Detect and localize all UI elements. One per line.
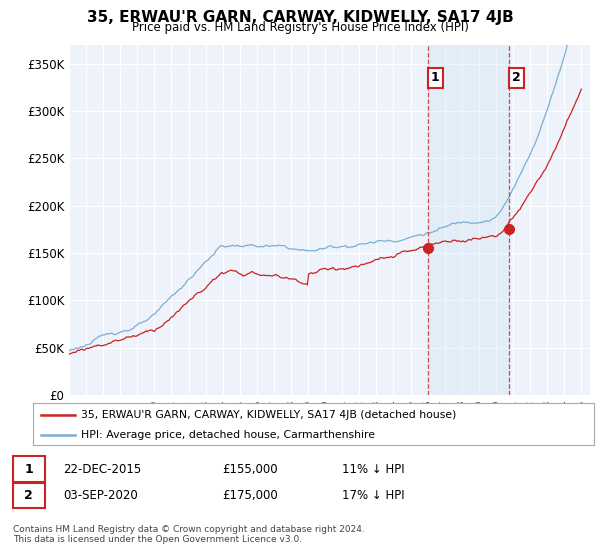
- Text: 11% ↓ HPI: 11% ↓ HPI: [342, 463, 404, 476]
- Text: 1: 1: [25, 463, 33, 476]
- Text: £155,000: £155,000: [222, 463, 278, 476]
- Text: 35, ERWAU'R GARN, CARWAY, KIDWELLY, SA17 4JB (detached house): 35, ERWAU'R GARN, CARWAY, KIDWELLY, SA17…: [80, 409, 456, 419]
- Text: 22-DEC-2015: 22-DEC-2015: [63, 463, 141, 476]
- Bar: [428, 45, 509, 395]
- Text: 17% ↓ HPI: 17% ↓ HPI: [342, 489, 404, 502]
- Text: 2: 2: [512, 72, 521, 85]
- Text: 1: 1: [431, 72, 440, 85]
- Text: 2: 2: [25, 489, 33, 502]
- Text: £175,000: £175,000: [222, 489, 278, 502]
- Text: Price paid vs. HM Land Registry's House Price Index (HPI): Price paid vs. HM Land Registry's House …: [131, 21, 469, 34]
- Text: 03-SEP-2020: 03-SEP-2020: [63, 489, 138, 502]
- Text: HPI: Average price, detached house, Carmarthenshire: HPI: Average price, detached house, Carm…: [80, 430, 374, 440]
- Text: 35, ERWAU'R GARN, CARWAY, KIDWELLY, SA17 4JB: 35, ERWAU'R GARN, CARWAY, KIDWELLY, SA17…: [86, 10, 514, 25]
- Text: Contains HM Land Registry data © Crown copyright and database right 2024.
This d: Contains HM Land Registry data © Crown c…: [13, 525, 365, 544]
